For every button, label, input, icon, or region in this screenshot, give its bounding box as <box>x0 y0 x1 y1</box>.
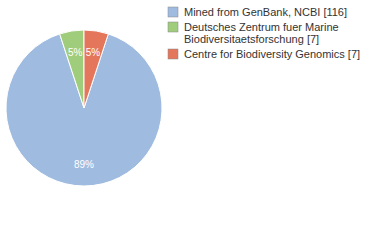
pie <box>6 30 162 186</box>
data-label: 89% <box>74 159 94 170</box>
legend-label: Deutsches Zentrum fuer MarineBiodiversit… <box>184 21 339 45</box>
legend-label: Centre for Biodiversity Genomics [7] <box>184 48 360 60</box>
legend-item: Mined from GenBank, NCBI [116] <box>168 6 347 18</box>
data-labels: 89% 5%5% <box>68 47 100 170</box>
chart: 89% 5%5% Mined from GenBank, NCBI [116] Deu… <box>0 0 380 240</box>
legend-item: Deutsches Zentrum fuer MarineBiodiversit… <box>168 21 339 45</box>
legend-item: Centre for Biodiversity Genomics [7] <box>168 48 360 60</box>
legend-label: Mined from GenBank, NCBI [116] <box>184 6 347 18</box>
data-label: 5% <box>86 47 101 58</box>
legend-swatch <box>168 7 178 17</box>
legend-swatch <box>168 22 178 32</box>
legend: Mined from GenBank, NCBI [116] Deutsches … <box>168 6 360 60</box>
pie-slice <box>60 30 84 108</box>
legend-swatch <box>168 49 178 59</box>
pie-slice <box>84 30 108 108</box>
data-label: 5% <box>68 47 83 58</box>
